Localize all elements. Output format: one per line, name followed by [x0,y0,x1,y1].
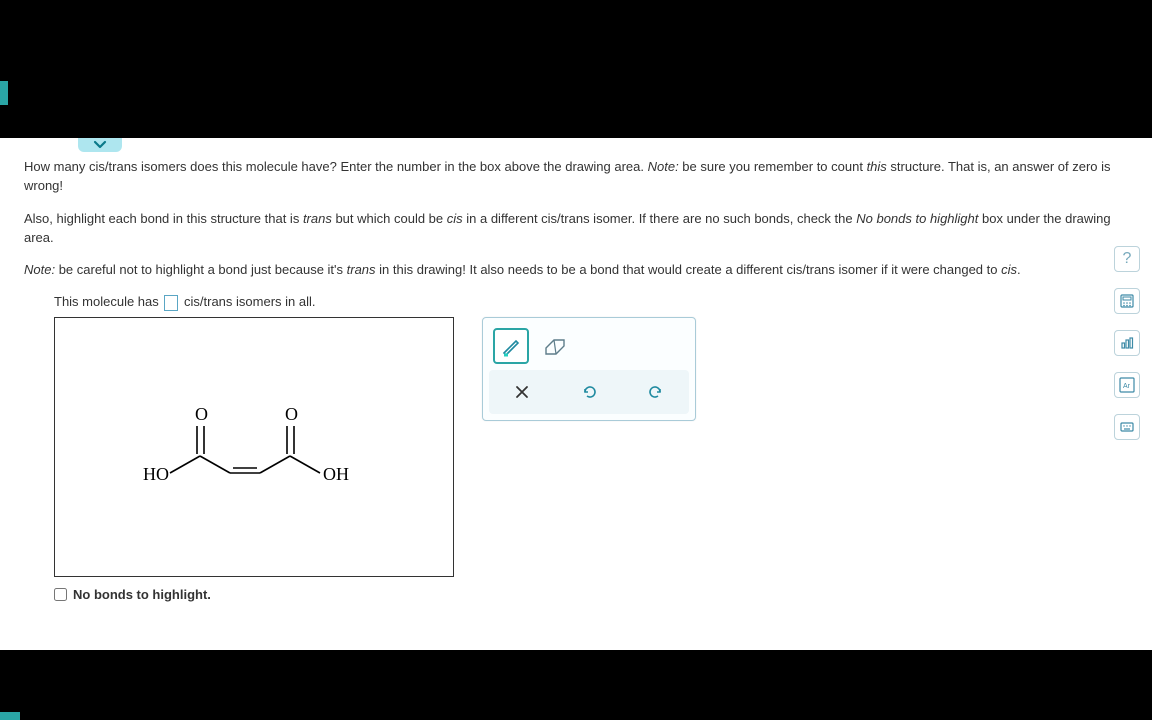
calculator-button[interactable] [1114,288,1140,314]
text: Also, highlight each bond in this struct… [24,211,303,226]
bottom-accent [0,712,20,720]
left-accent [0,81,8,105]
isomer-count-input[interactable] [164,295,178,311]
emphasis: cis [1001,262,1017,277]
text: . [1017,262,1021,277]
question-text: How many cis/trans isomers does this mol… [24,158,1128,280]
text: How many cis/trans isomers does this mol… [24,159,648,174]
bar-chart-icon [1119,335,1135,351]
highlighter-tool[interactable] [493,328,529,364]
toolbar-row-actions [489,370,689,414]
text: in this drawing! It also needs to be a b… [376,262,1002,277]
eraser-icon [542,336,568,356]
undo-button[interactable] [562,376,616,408]
keyboard-icon [1119,419,1135,435]
drawing-canvas[interactable]: O O HO OH [54,317,454,577]
question-p3: Note: be careful not to highlight a bond… [24,261,1128,280]
clear-button[interactable] [495,376,549,408]
undo-icon [581,384,597,400]
question-p1: How many cis/trans isomers does this mol… [24,158,1128,196]
text: but which could be [332,211,447,226]
note-label: Note: [648,159,679,174]
atom-label-O-left: O [195,404,208,424]
side-toolbar: ? Ar [1114,246,1140,440]
chart-button[interactable] [1114,330,1140,356]
content-area: How many cis/trans isomers does this mol… [0,138,1152,602]
svg-text:Ar: Ar [1123,383,1131,390]
redo-icon [648,384,664,400]
top-banner [0,0,1152,138]
emphasis: trans [347,262,376,277]
expand-toggle[interactable] [78,138,122,152]
keyboard-button[interactable] [1114,414,1140,440]
atom-label-OH: OH [323,464,349,484]
toolbar-row-tools [489,324,689,368]
drawing-toolbar [482,317,696,421]
note-label: Note: [24,262,55,277]
no-bonds-checkbox[interactable] [54,588,67,601]
no-bonds-row: No bonds to highlight. [54,587,1128,602]
answer-area: This molecule has cis/trans isomers in a… [24,294,1128,602]
emphasis: No bonds to highlight [856,211,978,226]
element-icon: Ar [1118,376,1136,394]
answer-line: This molecule has cis/trans isomers in a… [54,294,1128,311]
emphasis: this [867,159,887,174]
text: in a different cis/trans isomer. If ther… [463,211,857,226]
drawing-row: O O HO OH [54,317,1128,577]
no-bonds-label[interactable]: No bonds to highlight. [73,587,211,602]
atom-label-HO: HO [143,464,169,484]
chevron-down-icon [93,140,107,150]
emphasis: trans [303,211,332,226]
emphasis: cis [447,211,463,226]
highlighter-icon [499,334,523,358]
bottom-banner [0,650,1152,720]
eraser-tool[interactable] [537,328,573,364]
molecule-structure: O O HO OH [95,378,415,538]
atom-label-O-right: O [285,404,298,424]
answer-suffix: cis/trans isomers in all. [180,294,315,309]
text: be careful not to highlight a bond just … [55,262,347,277]
answer-prefix: This molecule has [54,294,162,309]
text: be sure you remember to count [679,159,867,174]
redo-button[interactable] [629,376,683,408]
help-icon: ? [1123,250,1132,268]
periodic-table-button[interactable]: Ar [1114,372,1140,398]
question-p2: Also, highlight each bond in this struct… [24,210,1128,248]
close-icon [515,385,529,399]
help-button[interactable]: ? [1114,246,1140,272]
calculator-icon [1119,293,1135,309]
